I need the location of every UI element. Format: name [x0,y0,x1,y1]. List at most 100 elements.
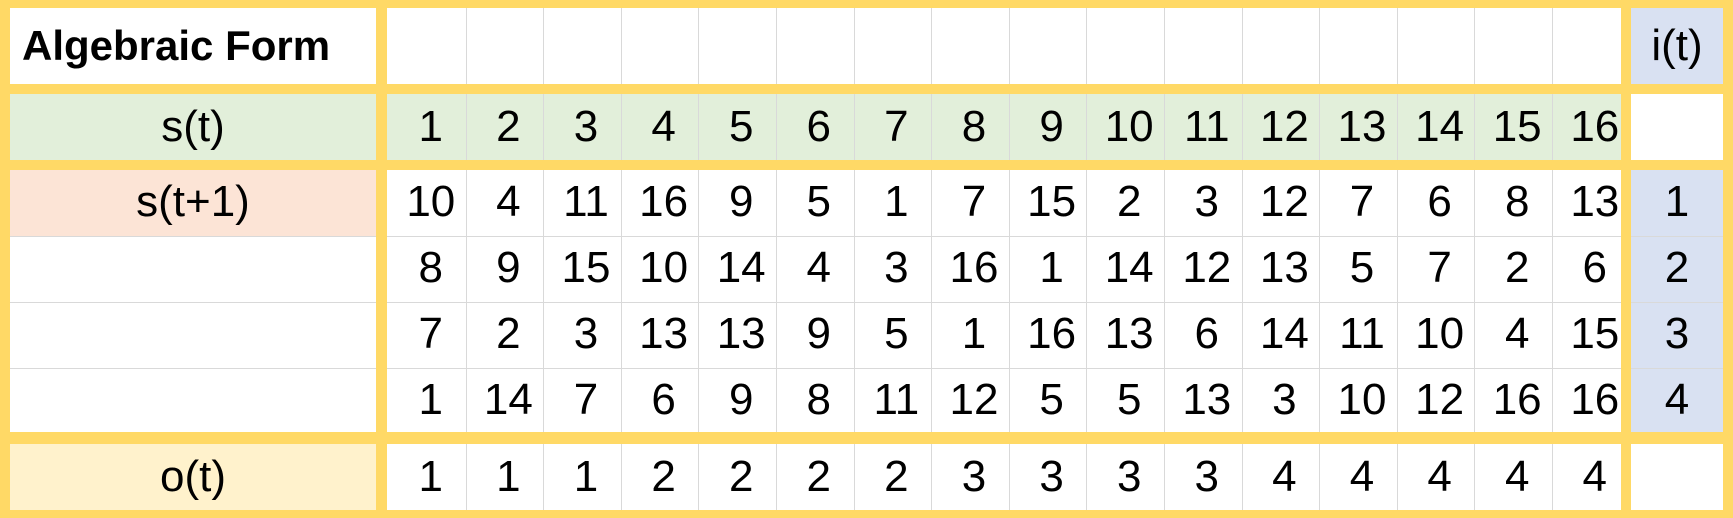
transition-label: s(t+1) [136,177,250,226]
frame-divider-1 [0,84,1733,94]
transition-cell: 14 [1259,309,1309,358]
input-value-cell: 2 [1664,243,1690,292]
gridline-vertical [1552,8,1553,510]
frame-input-divider [1621,0,1631,518]
transition-cell: 13 [1104,309,1154,358]
transition-cell: 5 [1349,243,1375,292]
output-cell: 1 [573,452,599,501]
gridline-vertical [543,8,544,510]
transition-cell: 11 [1339,309,1385,358]
transition-cell: 9 [496,243,521,292]
state-cell: 11 [1183,102,1230,151]
gridline-horizontal [10,236,1723,237]
gridline-vertical [1242,8,1243,510]
transition-cell: 9 [806,309,832,358]
transition-cell: 6 [1427,177,1452,226]
transition-cell: 15 [1027,177,1077,226]
gridline-vertical [776,8,777,510]
gridline-vertical [621,8,622,510]
state-cell: 12 [1259,102,1309,151]
table-title: Algebraic Form [22,22,331,69]
output-values-fill [385,444,1625,518]
transition-cell: 16 [1027,309,1077,358]
transition-cell: 8 [1504,177,1530,226]
output-cell: 4 [1582,452,1608,501]
frame-label-divider [376,0,387,518]
output-cell: 3 [1194,452,1220,501]
input-value-cell: 3 [1664,309,1690,358]
output-cell: 3 [1116,452,1142,501]
transition-cell: 11 [873,375,920,424]
transition-cell: 16 [639,177,689,226]
transition-label-fill [10,166,378,236]
transition-cell: 11 [563,177,609,226]
transition-cell: 13 [1182,375,1232,424]
input-state-blank [1625,92,1733,166]
transition-cell: 14 [1104,243,1154,292]
transition-cell: 13 [716,309,766,358]
output-cell: 4 [1349,452,1375,501]
transition-cell: 7 [1349,177,1375,226]
transition-cell: 10 [1415,309,1465,358]
state-cell: 10 [1104,102,1154,151]
transition-cell: 13 [1570,177,1620,226]
frame-left [0,0,10,518]
state-row-label: s(t) [161,102,225,151]
transition-cell: 2 [1116,177,1142,226]
transition-cell: 10 [406,177,456,226]
input-value-cell: 1 [1664,177,1690,226]
output-cell: 3 [961,452,987,501]
state-cell: 14 [1415,102,1465,151]
transition-cell: 4 [1504,309,1530,358]
state-cell: 7 [884,102,909,151]
output-cell: 1 [496,452,521,501]
gridline-vertical [1164,8,1165,510]
state-cell: 9 [1039,102,1064,151]
transition-cell: 4 [496,177,521,226]
transition-cell: 15 [1570,309,1620,358]
transition-cell: 7 [418,309,444,358]
gridline-vertical [698,8,699,510]
transition-cell: 12 [1415,375,1465,424]
output-cell: 4 [1272,452,1297,501]
transition-cell: 5 [806,177,832,226]
output-row-label: o(t) [160,452,226,501]
transition-cell: 1 [961,309,987,358]
transition-cell: 1 [418,375,444,424]
transition-cell: 3 [1272,375,1297,424]
transition-cell: 7 [961,177,987,226]
transition-cell: 8 [806,375,832,424]
output-cell: 2 [728,452,754,501]
transition-cell: 16 [1492,375,1542,424]
transition-cell: 2 [1504,243,1530,292]
transition-cell: 16 [1570,375,1620,424]
transition-cell: 12 [1259,177,1309,226]
output-cell: 2 [651,452,676,501]
transition-cell: 6 [651,375,676,424]
transition-cell: 7 [1427,243,1452,292]
transition-cell: 10 [1337,375,1387,424]
transition-cell: 7 [573,375,599,424]
transition-cell: 12 [949,375,999,424]
transition-cell: 8 [418,243,444,292]
transition-cell: 3 [573,309,599,358]
output-input-blank [1625,444,1733,518]
state-cell: 8 [961,102,987,151]
gridline-vertical [1009,8,1010,510]
transition-cell: 3 [884,243,909,292]
input-column-fill-lower [1625,166,1733,436]
transition-cell: 9 [728,177,754,226]
transition-cell: 5 [1116,375,1142,424]
transition-cell: 14 [716,243,766,292]
gridline-vertical [1319,8,1320,510]
transition-cell: 5 [884,309,909,358]
gridline-vertical [931,8,932,510]
frame-bottom [0,510,1733,518]
transition-cell: 10 [639,243,689,292]
gridline-vertical [854,8,855,510]
state-cell: 3 [573,102,599,151]
frame-divider-3 [0,432,1733,444]
output-cell: 2 [884,452,909,501]
transition-cell: 9 [728,375,754,424]
input-value-cell: 4 [1664,375,1690,424]
